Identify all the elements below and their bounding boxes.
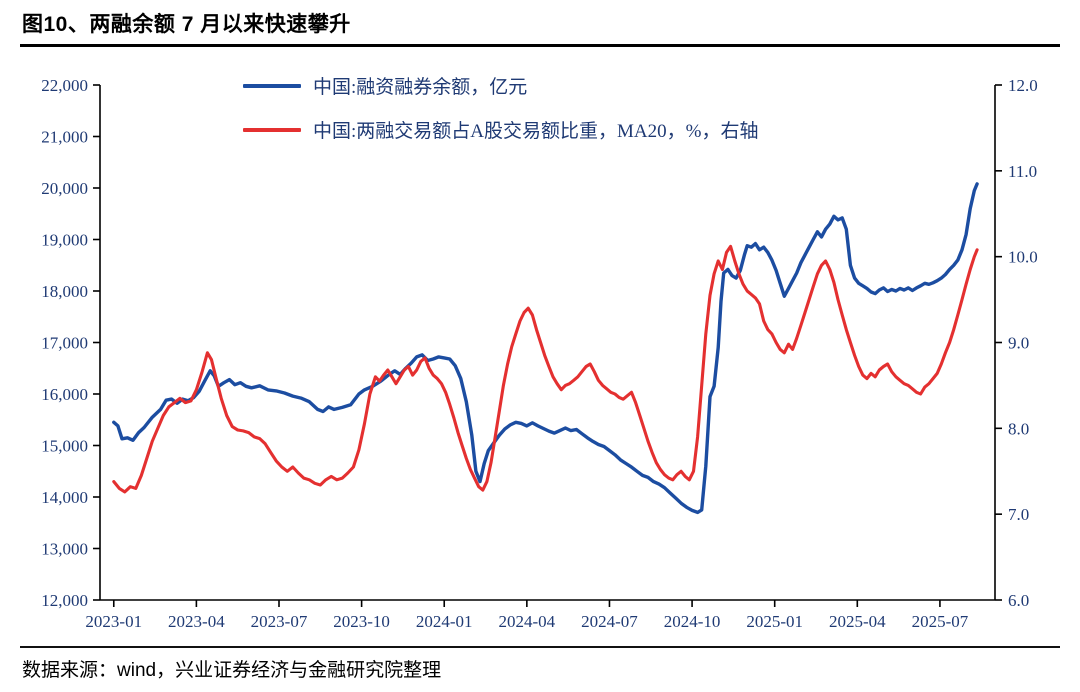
right-axis-tick-label: 8.0 (1008, 419, 1029, 438)
left-axis-tick-label: 16,000 (41, 385, 88, 404)
left-axis-tick-label: 18,000 (41, 282, 88, 301)
chart-legend: 中国:融资融券余额，亿元 中国:两融交易额占A股交易额比重，MA20，%，右轴 (243, 72, 758, 143)
x-axis-tick-label: 2025-04 (829, 612, 886, 631)
x-axis-tick-label: 2025-07 (912, 612, 969, 631)
x-axis-tick-label: 2023-07 (251, 612, 308, 631)
x-axis-tick-label: 2023-01 (85, 612, 142, 631)
right-axis-tick-label: 6.0 (1008, 591, 1029, 610)
right-axis-tick-label: 12.0 (1008, 76, 1038, 95)
right-axis-tick-label: 10.0 (1008, 248, 1038, 267)
series-line-margin-balance (112, 182, 979, 515)
left-axis-tick-label: 13,000 (41, 540, 88, 559)
left-axis-tick-label: 17,000 (41, 334, 88, 353)
left-axis-tick-label: 22,000 (41, 76, 88, 95)
legend-swatch-red-line (243, 127, 301, 132)
x-axis-tick-label: 2024-01 (416, 612, 473, 631)
legend-swatch-blue-line (243, 83, 301, 88)
legend-label-turnover-share: 中国:两融交易额占A股交易额比重，MA20，%，右轴 (313, 121, 759, 142)
figure-title: 图10、两融余额 7 月以来快速攀升 (22, 13, 351, 36)
line-chart: 12,000 13,000 14,000 15,000 16,000 17,000 18,0… (41, 76, 1038, 631)
left-axis-tick-label: 21,000 (41, 128, 88, 147)
left-axis-tick-label: 19,000 (41, 231, 88, 250)
x-axis-tick-label: 2023-04 (168, 612, 225, 631)
left-axis-tick-label: 14,000 (41, 488, 88, 507)
x-axis-tick-label: 2024-10 (664, 612, 721, 631)
x-axis-tick-label: 2024-07 (581, 612, 638, 631)
right-axis-tick-label: 7.0 (1008, 505, 1029, 524)
left-axis-tick-label: 20,000 (41, 179, 88, 198)
left-axis-tick-label: 15,000 (41, 437, 88, 456)
chart-area: 12,000 13,000 14,000 15,000 16,000 17,000 18,0… (0, 42, 1080, 655)
legend-item-turnover-share: 中国:两融交易额占A股交易额比重，MA20，%，右轴 (243, 116, 758, 143)
series-line-turnover-share (112, 244, 979, 494)
x-axis-tick-label: 2023-10 (333, 612, 390, 631)
legend-label-margin-balance: 中国:融资融券余额，亿元 (313, 77, 528, 98)
right-axis-tick-label: 11.0 (1008, 162, 1037, 181)
x-axis-tick-label: 2024-04 (499, 612, 556, 631)
legend-item-margin-balance: 中国:融资融券余额，亿元 (243, 72, 758, 99)
source-footer: 数据来源：wind，兴业证券经济与金融研究院整理 (20, 646, 1060, 692)
data-source-text: 数据来源：wind，兴业证券经济与金融研究院整理 (22, 660, 442, 681)
right-axis-tick-label: 9.0 (1008, 334, 1029, 353)
x-axis-tick-label: 2025-01 (746, 612, 803, 631)
left-axis-tick-label: 12,000 (41, 591, 88, 610)
figure-title-block: 图10、两融余额 7 月以来快速攀升 (20, 0, 1060, 47)
